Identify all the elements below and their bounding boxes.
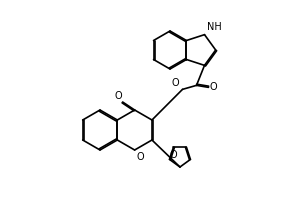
Text: O: O [136, 152, 144, 162]
Text: O: O [170, 150, 177, 160]
Text: O: O [114, 91, 122, 101]
Text: O: O [209, 82, 217, 92]
Text: O: O [172, 78, 179, 88]
Text: NH: NH [206, 22, 221, 32]
